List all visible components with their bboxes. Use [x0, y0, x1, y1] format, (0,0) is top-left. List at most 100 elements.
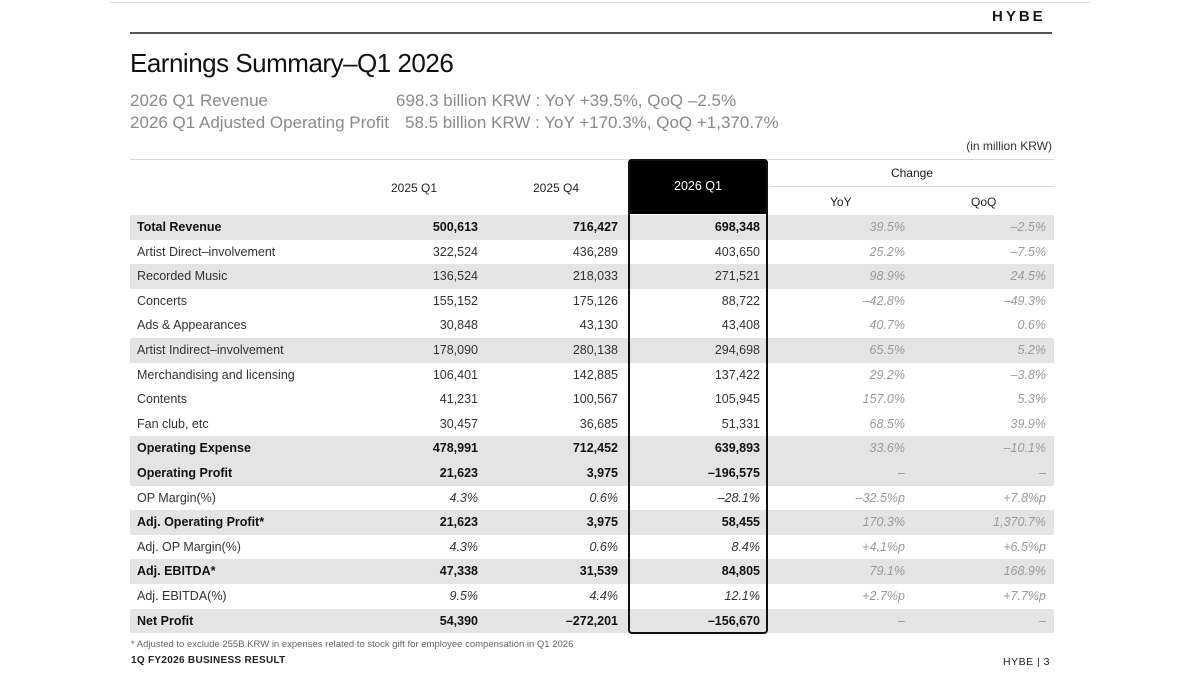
table-row: Artist Indirect–involvement 178,090 280,13…	[130, 337, 1054, 363]
change-qoq: +7.7%p	[1003, 588, 1046, 603]
value-2025q4: 3,975	[586, 465, 618, 480]
row-label: Concerts	[137, 293, 188, 308]
table-row: Total Revenue 500,613 716,427 698,348 39.5% –…	[130, 215, 1054, 240]
table-body: Total Revenue 500,613 716,427 698,348 39.5% –…	[130, 215, 1054, 634]
value-2025q1: 47,338	[439, 564, 478, 579]
header-yoy: YoY	[830, 195, 852, 209]
table-row: Adj. EBITDA(%) 9.5% 4.4% 12.1% +2.7%p +7.7%p	[130, 584, 1054, 609]
value-2026q1: 137,422	[714, 367, 760, 382]
row-label: Adj. Operating Profit*	[137, 515, 265, 530]
row-label: Adj. EBITDA*	[137, 564, 216, 579]
header-change: Change	[770, 160, 1054, 187]
row-label: Operating Profit	[137, 465, 233, 480]
change-yoy: –	[898, 465, 905, 480]
change-qoq: 0.6%	[1017, 318, 1047, 333]
value-2026q1: –196,575	[707, 465, 760, 480]
summary-value: 58.5 billion KRW : YoY +170.3%, QoQ +1,3…	[405, 113, 779, 132]
value-2026q1: 51,331	[721, 416, 760, 431]
table-row: Adj. EBITDA* 47,338 31,539 84,805 79.1% 168.9…	[130, 559, 1054, 584]
value-2026q1: 698,348	[714, 220, 760, 234]
change-yoy: 170.3%	[862, 515, 905, 530]
change-yoy: +2.7%p	[862, 588, 905, 603]
change-qoq: +7.8%p	[1003, 490, 1046, 505]
value-2026q1: 294,698	[714, 342, 760, 357]
footer-page-number: HYBE | 3	[1003, 656, 1050, 668]
change-qoq: 24.5%	[1010, 269, 1046, 284]
table-row: OP Margin(%) 4.3% 0.6% –28.1% –32.5%p +7.8%p	[130, 486, 1054, 511]
row-label: Adj. OP Margin(%)	[137, 539, 241, 554]
change-yoy: 98.9%	[869, 269, 905, 284]
value-2026q1: 58,455	[721, 515, 760, 530]
change-yoy: 29.2%	[869, 367, 905, 382]
change-qoq: –2.5%	[1010, 220, 1046, 234]
value-2025q1: 500,613	[432, 220, 478, 234]
change-qoq: 39.9%	[1010, 416, 1046, 431]
change-qoq: –7.5%	[1010, 244, 1046, 259]
value-2025q4: 142,885	[572, 367, 618, 382]
value-2025q1: 4.3%	[449, 490, 479, 505]
value-2025q4: 31,539	[579, 564, 618, 579]
footnote: * Adjusted to exclude 255B KRW in expens…	[131, 639, 574, 650]
change-yoy: –	[898, 613, 905, 628]
value-2025q1: 106,401	[432, 367, 478, 382]
value-2025q1: 21,623	[439, 465, 478, 480]
value-2025q1: 4.3%	[449, 539, 479, 554]
value-2026q1: –156,670	[707, 613, 760, 628]
change-qoq: 1,370.7%	[993, 515, 1046, 530]
value-2026q1: 639,893	[714, 441, 760, 456]
value-2026q1: 88,722	[721, 293, 760, 308]
change-yoy: 40.7%	[869, 318, 905, 333]
summary-label: 2026 Q1 Revenue	[130, 91, 268, 110]
change-qoq: –10.1%	[1003, 441, 1046, 456]
change-qoq: 5.3%	[1017, 392, 1047, 407]
change-yoy: 65.5%	[869, 342, 905, 357]
change-qoq: –	[1039, 465, 1046, 480]
change-yoy: –42.8%	[862, 293, 905, 308]
change-yoy: 68.5%	[869, 416, 905, 431]
row-label: Contents	[137, 392, 188, 407]
value-2026q1: 12.1%	[724, 588, 760, 603]
change-yoy: 39.5%	[869, 220, 905, 234]
value-2025q4: 43,130	[579, 318, 618, 333]
value-2025q4: 716,427	[572, 220, 618, 234]
row-label: Artist Indirect–involvement	[137, 342, 284, 357]
row-label: Ads & Appearances	[137, 318, 247, 333]
value-2025q4: 436,289	[572, 244, 618, 259]
value-2025q4: 36,685	[579, 416, 618, 431]
value-2025q1: 478,991	[432, 441, 478, 456]
value-2025q4: 712,452	[572, 441, 618, 456]
row-label: Artist Direct–involvement	[137, 244, 276, 259]
value-2025q1: 155,152	[432, 293, 478, 308]
table-row: Artist Direct–involvement 322,524 436,289 4…	[130, 240, 1054, 265]
value-2025q1: 30,848	[439, 318, 478, 333]
value-2025q4: 280,138	[572, 342, 618, 357]
value-2025q1: 21,623	[439, 515, 478, 530]
value-2025q4: 218,033	[572, 269, 618, 284]
value-2025q4: –272,201	[565, 613, 618, 628]
table-row: Ads & Appearances 30,848 43,130 43,408 40.7%…	[130, 313, 1054, 338]
change-yoy: 25.2%	[869, 244, 905, 259]
value-2025q4: 3,975	[586, 515, 618, 530]
row-label: Operating Expense	[137, 441, 251, 456]
header-2025q4: 2025 Q4	[533, 181, 580, 195]
change-yoy: 33.6%	[869, 441, 905, 456]
table-row: Adj. Operating Profit* 21,623 3,975 58,455 1…	[130, 510, 1054, 535]
table-header: 2025 Q1 2025 Q4 Change YoY QoQ	[130, 159, 1054, 215]
table-row: Adj. OP Margin(%) 4.3% 0.6% 8.4% +4.1%p +6.5%…	[130, 535, 1054, 560]
top-border	[110, 2, 1090, 3]
change-yoy: –32.5%p	[855, 490, 905, 505]
change-yoy: 157.0%	[862, 392, 905, 407]
row-label: Total Revenue	[137, 220, 222, 234]
header-2025q1: 2025 Q1	[391, 181, 438, 195]
change-yoy: +4.1%p	[862, 539, 905, 554]
unit-note: (in million KRW)	[966, 139, 1052, 153]
value-2026q1: 8.4%	[731, 539, 761, 554]
row-label: Net Profit	[137, 613, 194, 628]
value-2026q1: 43,408	[721, 318, 760, 333]
change-qoq: 5.2%	[1017, 342, 1047, 357]
header-2026q1: 2026 Q1	[628, 159, 768, 214]
value-2026q1: 105,945	[714, 392, 760, 407]
row-label: Adj. EBITDA(%)	[137, 588, 227, 603]
table-row: Merchandising and licensing 106,401 142,88…	[130, 363, 1054, 388]
footer-report-title: 1Q FY2026 BUSINESS RESULT	[131, 655, 286, 666]
